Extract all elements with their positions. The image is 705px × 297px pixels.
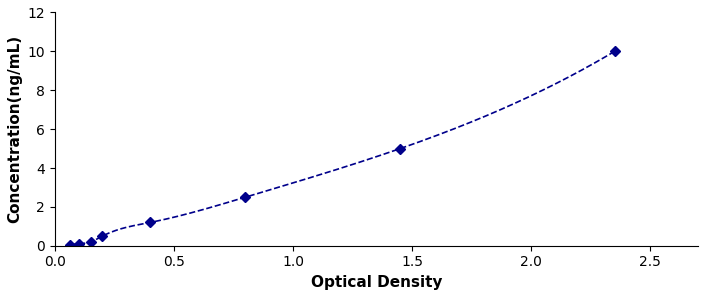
X-axis label: Optical Density: Optical Density <box>311 275 442 290</box>
Y-axis label: Concentration(ng/mL): Concentration(ng/mL) <box>7 35 22 223</box>
